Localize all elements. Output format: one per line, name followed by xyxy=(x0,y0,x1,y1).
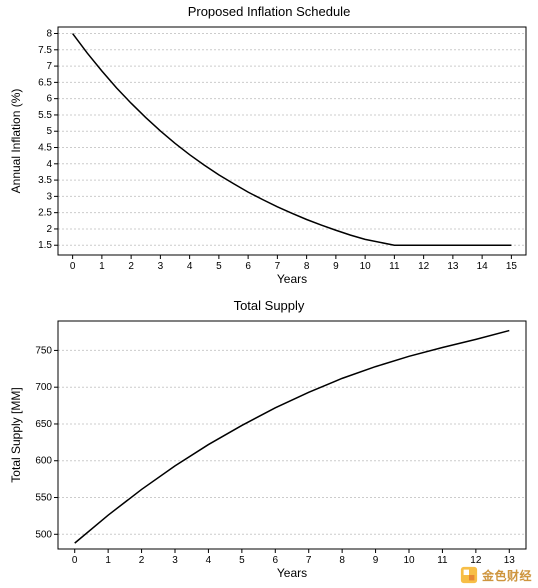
svg-text:6: 6 xyxy=(245,261,251,272)
svg-text:6: 6 xyxy=(46,94,52,105)
svg-text:500: 500 xyxy=(35,529,52,540)
svg-text:15: 15 xyxy=(506,261,518,272)
chart2-title: Total Supply xyxy=(0,298,538,313)
svg-text:7: 7 xyxy=(275,261,281,272)
svg-text:12: 12 xyxy=(418,261,430,272)
svg-text:7.5: 7.5 xyxy=(38,45,52,56)
svg-text:3.5: 3.5 xyxy=(38,175,52,186)
svg-text:0: 0 xyxy=(72,555,78,566)
svg-text:8: 8 xyxy=(46,29,52,40)
coin-logo-icon xyxy=(460,566,478,584)
svg-text:12: 12 xyxy=(470,555,482,566)
svg-text:11: 11 xyxy=(389,261,400,272)
page-root: { "chart1": { "type": "line", "title": "… xyxy=(0,0,538,588)
watermark-text: 金色财经 xyxy=(482,567,532,584)
watermark: 金色财经 xyxy=(460,566,532,584)
svg-text:4.5: 4.5 xyxy=(38,143,52,154)
svg-text:1.5: 1.5 xyxy=(38,240,52,251)
svg-text:Years: Years xyxy=(277,566,307,580)
chart2-container: 500550600650700750012345678910111213Year… xyxy=(0,315,538,588)
svg-text:Annual Inflation (%): Annual Inflation (%) xyxy=(9,89,23,194)
svg-text:6.5: 6.5 xyxy=(38,77,52,88)
svg-text:7: 7 xyxy=(46,61,52,72)
svg-text:9: 9 xyxy=(333,261,339,272)
svg-text:3: 3 xyxy=(172,555,178,566)
svg-text:8: 8 xyxy=(304,261,310,272)
svg-text:2: 2 xyxy=(139,555,145,566)
svg-text:4: 4 xyxy=(187,261,193,272)
svg-text:700: 700 xyxy=(35,382,52,393)
svg-text:2: 2 xyxy=(128,261,134,272)
svg-text:3: 3 xyxy=(158,261,164,272)
svg-text:5: 5 xyxy=(216,261,222,272)
svg-text:2.5: 2.5 xyxy=(38,208,52,219)
chart2-svg: 500550600650700750012345678910111213Year… xyxy=(0,315,538,583)
chart1-svg: 1.522.533.544.555.566.577.58012345678910… xyxy=(0,21,538,289)
svg-text:6: 6 xyxy=(273,555,279,566)
svg-text:650: 650 xyxy=(35,419,52,430)
svg-text:550: 550 xyxy=(35,493,52,504)
svg-text:750: 750 xyxy=(35,345,52,356)
svg-text:4: 4 xyxy=(206,555,212,566)
svg-text:13: 13 xyxy=(447,261,459,272)
svg-text:14: 14 xyxy=(477,261,489,272)
svg-text:5: 5 xyxy=(46,126,52,137)
chart1-title: Proposed Inflation Schedule xyxy=(0,4,538,19)
svg-text:4: 4 xyxy=(46,159,52,170)
svg-text:Years: Years xyxy=(277,272,307,286)
svg-text:5.5: 5.5 xyxy=(38,110,52,121)
svg-text:1: 1 xyxy=(105,555,111,566)
svg-text:Total Supply [MM]: Total Supply [MM] xyxy=(9,387,23,482)
svg-text:5: 5 xyxy=(239,555,245,566)
svg-text:10: 10 xyxy=(403,555,415,566)
svg-text:13: 13 xyxy=(504,555,516,566)
svg-text:8: 8 xyxy=(339,555,345,566)
svg-text:9: 9 xyxy=(373,555,379,566)
chart1-container: 1.522.533.544.555.566.577.58012345678910… xyxy=(0,21,538,294)
svg-text:1: 1 xyxy=(99,261,105,272)
svg-text:600: 600 xyxy=(35,456,52,467)
svg-text:7: 7 xyxy=(306,555,312,566)
svg-text:3: 3 xyxy=(46,191,52,202)
svg-text:11: 11 xyxy=(437,555,448,566)
svg-text:2: 2 xyxy=(46,224,52,235)
svg-text:0: 0 xyxy=(70,261,76,272)
svg-text:10: 10 xyxy=(360,261,372,272)
